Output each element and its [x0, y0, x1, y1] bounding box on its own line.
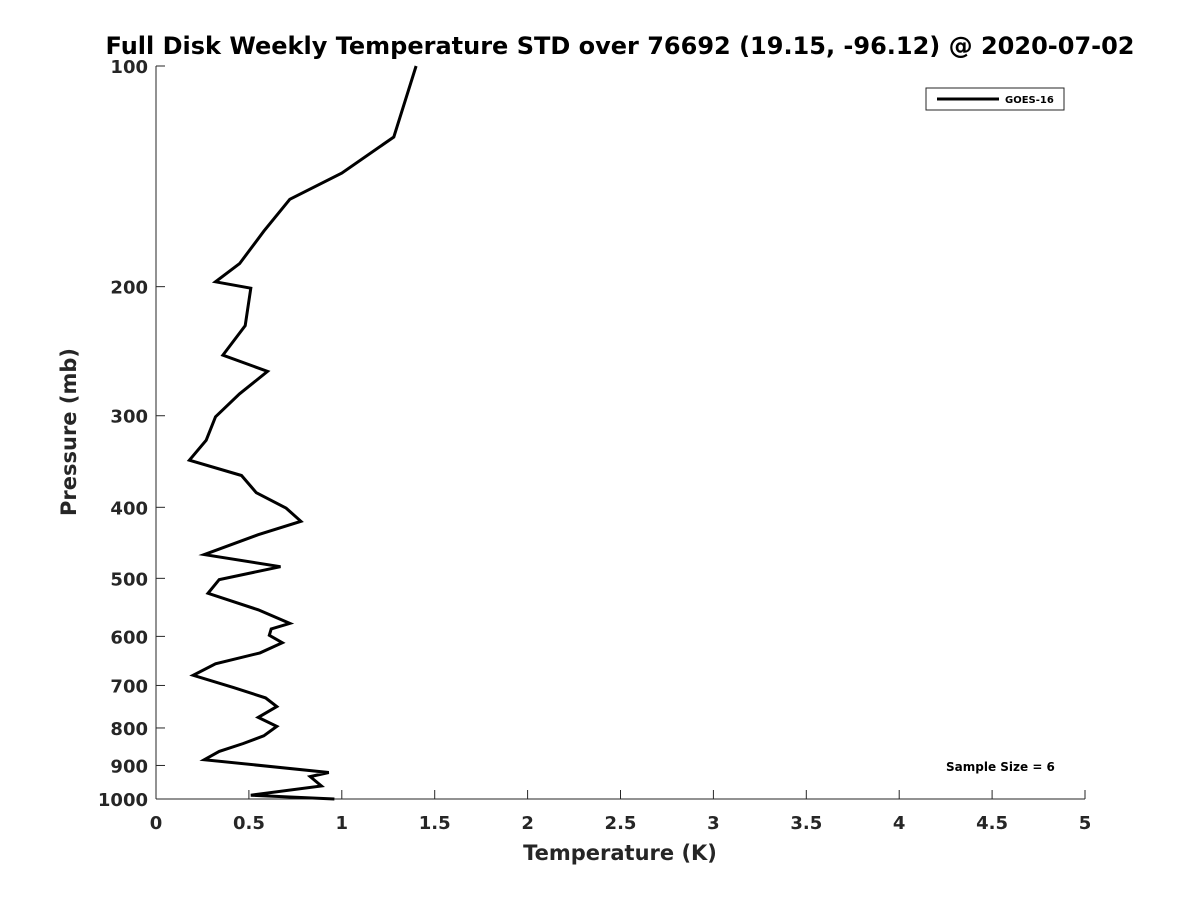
y-tick-label: 600	[110, 627, 148, 648]
x-tick-label: 0.5	[233, 813, 265, 834]
legend: GOES-16	[925, 87, 1065, 111]
y-axis-ticks: 100 200 300 400 500 600 700 800 900 1000	[98, 57, 165, 811]
chart-title: Full Disk Weekly Temperature STD over 76…	[106, 32, 1135, 60]
y-tick-label: 300	[110, 407, 148, 428]
x-axis-label: Temperature (K)	[523, 841, 717, 865]
sample-size-annotation: Sample Size = 6	[946, 760, 1055, 774]
y-tick-label: 800	[110, 719, 148, 740]
x-tick-label: 2.5	[605, 813, 637, 834]
y-tick-label: 200	[110, 278, 148, 299]
x-tick-label: 5	[1079, 813, 1092, 834]
x-tick-label: 3	[707, 813, 720, 834]
plot-area	[155, 66, 1085, 800]
x-tick-label: 0	[150, 813, 163, 834]
y-tick-label: 100	[110, 57, 148, 78]
legend-label-goes-16: GOES-16	[1005, 95, 1054, 106]
x-tick-label: 4.5	[976, 813, 1008, 834]
y-tick-label: 700	[110, 676, 148, 697]
x-axis-ticks: 0 0.5 1 1.5 2 2.5 3 3.5 4 4.5 5	[150, 790, 1092, 834]
y-tick-label: 500	[110, 569, 148, 590]
x-tick-label: 3.5	[790, 813, 822, 834]
y-tick-label: 400	[110, 498, 148, 519]
x-tick-label: 1	[336, 813, 349, 834]
series-layer	[186, 65, 418, 801]
y-tick-label: 1000	[98, 790, 148, 811]
y-axis-label: Pressure (mb)	[57, 348, 81, 516]
x-tick-label: 1.5	[419, 813, 451, 834]
y-tick-label: 900	[110, 756, 148, 777]
x-tick-label: 2	[521, 813, 534, 834]
x-tick-label: 4	[893, 813, 906, 834]
series-line-goes-16	[186, 65, 418, 801]
